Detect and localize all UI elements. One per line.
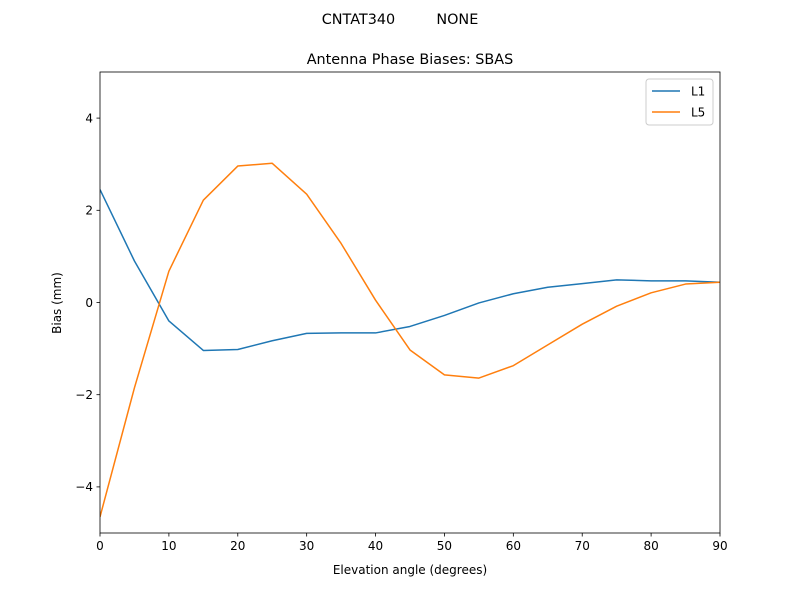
y-tick-label: −4 xyxy=(75,480,93,494)
x-tick-label: 70 xyxy=(575,539,590,553)
x-tick-label: 40 xyxy=(368,539,383,553)
y-tick-label: 0 xyxy=(85,296,93,310)
series-line-l1 xyxy=(100,189,720,352)
x-tick-label: 50 xyxy=(437,539,452,553)
y-axis-label: Bias (mm) xyxy=(50,272,64,334)
x-tick-label: 80 xyxy=(643,539,658,553)
figure-suptitle: CNTAT340 NONE xyxy=(322,12,479,28)
x-tick-label: 0 xyxy=(96,539,104,553)
plot-area: 0 10 20 30 40 50 60 70 80 90 −4 −2 0 2 4 L1 L5 xyxy=(75,71,728,553)
x-tick-label: 10 xyxy=(161,539,176,553)
x-tick-label: 90 xyxy=(712,539,727,553)
chart-title: Antenna Phase Biases: SBAS xyxy=(307,52,514,68)
x-tick-label: 20 xyxy=(230,539,245,553)
legend-label-l1: L1 xyxy=(691,84,705,98)
x-tick-label: 30 xyxy=(299,539,314,553)
y-tick-label: −2 xyxy=(75,388,93,402)
x-axis-label: Elevation angle (degrees) xyxy=(333,563,487,577)
series-line-l5 xyxy=(100,162,720,518)
x-tick-label: 60 xyxy=(506,539,521,553)
y-tick-label: 2 xyxy=(85,204,93,218)
legend: L1 L5 xyxy=(645,78,714,126)
y-tick-label: 4 xyxy=(85,111,93,125)
legend-label-l5: L5 xyxy=(691,105,705,119)
